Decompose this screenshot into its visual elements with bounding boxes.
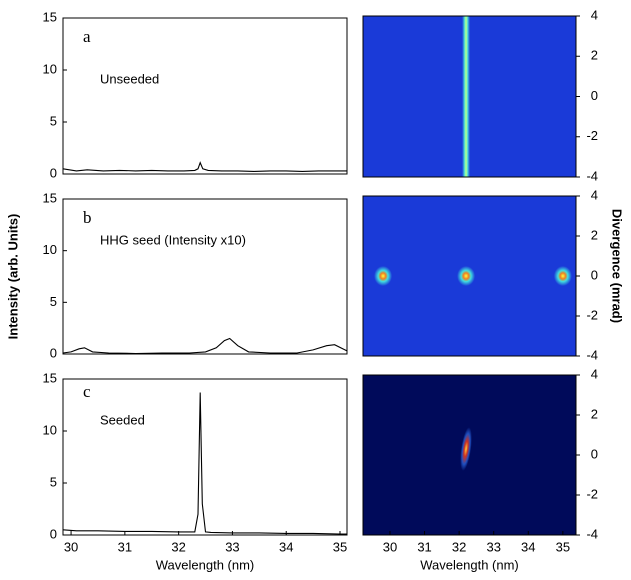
x-tick-label: 33 xyxy=(225,539,239,554)
y-tick-label: -4 xyxy=(586,347,598,362)
spectrum-line xyxy=(62,161,347,172)
emission-spot xyxy=(374,266,393,286)
y-tick-label: 2 xyxy=(591,227,598,242)
x-tick-label: 32 xyxy=(171,539,185,554)
emission-streak xyxy=(462,16,471,177)
x-tick-label: 34 xyxy=(521,539,535,554)
y-tick-label: 0 xyxy=(50,526,57,541)
y-tick-label: 0 xyxy=(50,165,57,180)
y-tick-label: 4 xyxy=(591,366,598,381)
spectrum-line xyxy=(62,392,347,535)
panel-letter: c xyxy=(83,382,91,401)
y-axis-label: Divergence (mrad) xyxy=(610,209,625,323)
x-tick-label: 31 xyxy=(118,539,132,554)
annotation: Seeded xyxy=(100,412,145,427)
y-tick-label: -2 xyxy=(586,307,598,322)
y-tick-label: 0 xyxy=(50,345,57,360)
x-tick-label: 35 xyxy=(556,539,570,554)
y-tick-label: 15 xyxy=(43,9,57,24)
x-tick-label: 31 xyxy=(417,539,431,554)
y-tick-label: 5 xyxy=(50,113,57,128)
plot-frame xyxy=(62,17,348,175)
y-tick-label: 4 xyxy=(591,7,598,22)
y-tick-label: 10 xyxy=(43,422,57,437)
y-tick-label: 0 xyxy=(591,88,598,103)
y-tick-label: 15 xyxy=(43,370,57,385)
plot-frame xyxy=(62,198,348,355)
y-tick-label: 5 xyxy=(50,294,57,309)
annotation: HHG seed (Intensity x10) xyxy=(100,232,246,247)
y-tick-label: -2 xyxy=(586,486,598,501)
y-tick-label: 4 xyxy=(591,187,598,202)
x-tick-label: 30 xyxy=(64,539,78,554)
y-tick-label: -4 xyxy=(586,168,598,183)
y-tick-label: 2 xyxy=(591,406,598,421)
y-tick-label: 0 xyxy=(591,446,598,461)
y-tick-label: 5 xyxy=(50,474,57,489)
x-axis-label: Wavelength (nm) xyxy=(156,557,255,572)
emission-spot xyxy=(460,427,472,471)
emission-spot xyxy=(553,266,572,286)
y-tick-label: 10 xyxy=(43,61,57,76)
spectrum-line xyxy=(62,337,348,355)
y-tick-label: 0 xyxy=(591,267,598,282)
x-tick-label: 33 xyxy=(486,539,500,554)
annotation: Unseeded xyxy=(100,71,159,86)
y-tick-label: 15 xyxy=(43,190,57,205)
y-tick-label: 10 xyxy=(43,242,57,257)
x-axis-label: Wavelength (nm) xyxy=(420,557,519,572)
x-tick-label: 30 xyxy=(383,539,397,554)
plot-frame xyxy=(62,378,348,536)
y-axis-label: Intensity (arb. Units) xyxy=(5,214,20,340)
panel-letter: a xyxy=(83,27,91,46)
emission-spot xyxy=(457,266,476,286)
x-tick-label: 35 xyxy=(333,539,347,554)
y-tick-label: -4 xyxy=(586,526,598,541)
y-tick-label: -2 xyxy=(586,128,598,143)
x-tick-label: 34 xyxy=(279,539,293,554)
panel-letter: b xyxy=(83,208,92,227)
y-tick-label: 2 xyxy=(591,48,598,63)
x-tick-label: 32 xyxy=(452,539,466,554)
